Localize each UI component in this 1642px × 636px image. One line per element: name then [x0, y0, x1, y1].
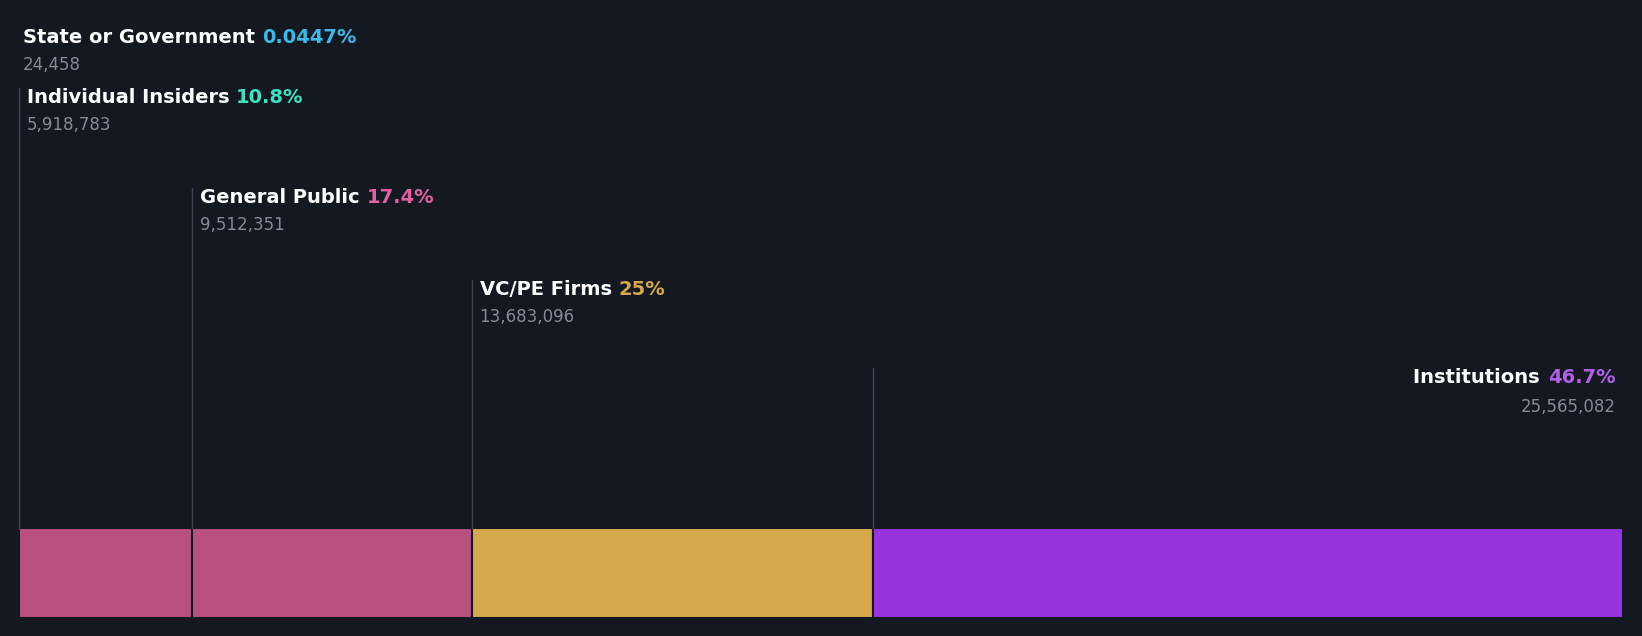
Text: 5,918,783: 5,918,783 [26, 116, 112, 134]
Text: Institutions: Institutions [1414, 368, 1547, 387]
Text: VC/PE Firms: VC/PE Firms [479, 280, 619, 299]
Text: General Public: General Public [200, 188, 366, 207]
Text: 10.8%: 10.8% [236, 88, 304, 107]
Bar [471, 528, 874, 618]
Text: 46.7%: 46.7% [1548, 368, 1616, 387]
Text: 0.0447%: 0.0447% [261, 28, 356, 47]
Text: 24,458: 24,458 [23, 56, 80, 74]
Bar [192, 528, 471, 618]
Bar [874, 528, 1622, 618]
Text: 25%: 25% [619, 280, 665, 299]
Text: Individual Insiders: Individual Insiders [26, 88, 236, 107]
Text: 13,683,096: 13,683,096 [479, 308, 575, 326]
Bar [18, 528, 192, 618]
Text: 17.4%: 17.4% [366, 188, 433, 207]
Text: 9,512,351: 9,512,351 [200, 216, 286, 234]
Text: 25,565,082: 25,565,082 [1520, 398, 1616, 416]
Text: State or Government: State or Government [23, 28, 261, 47]
